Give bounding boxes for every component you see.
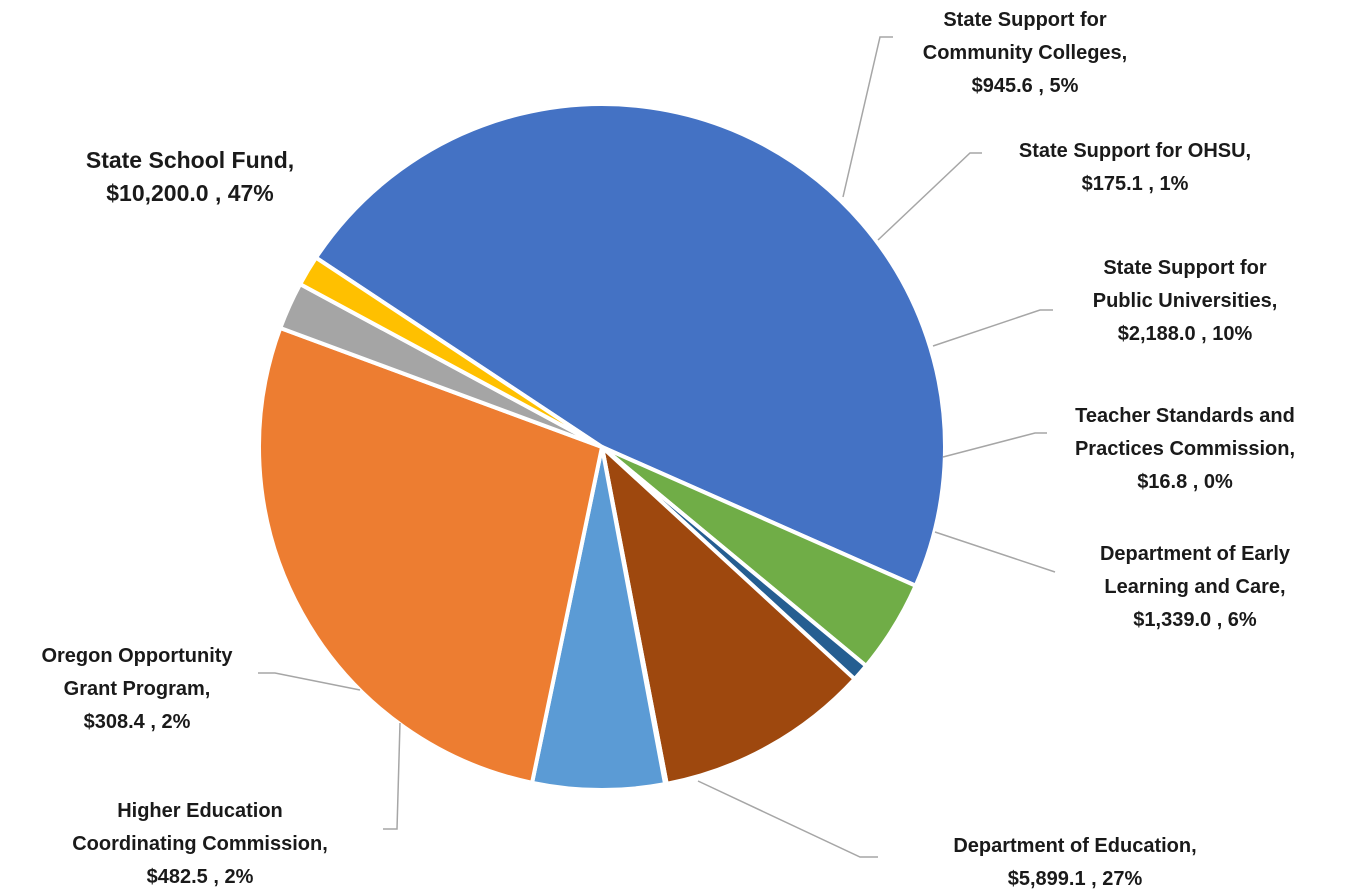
- data-label-line: Community Colleges,: [923, 42, 1127, 64]
- data-labels: State School Fund, $10,200.0 , 47%State S…: [41, 9, 1295, 890]
- data-label-line: State Support for OHSU,: [1019, 140, 1251, 162]
- data-label-line: $175.1 , 1%: [1082, 173, 1189, 195]
- data-label-state-school-fund: State School Fund, $10,200.0 , 47%: [86, 147, 294, 206]
- data-label-line: $16.8 , 0%: [1137, 471, 1233, 493]
- leader-line-department-of-education: [697, 780, 878, 858]
- data-label-line: $482.5 , 2%: [147, 866, 254, 888]
- leader-line-higher-education-coordinating-commission: [383, 722, 401, 830]
- leader-line-state-support-for-ohsu: [877, 152, 982, 241]
- data-label-state-support-for-public-universities: State Support for Public Universities, $2,…: [1093, 257, 1278, 345]
- data-label-line: Grant Program,: [64, 678, 211, 700]
- data-label-state-support-for-community-colleges: State Support for Community Colleges, $945…: [923, 9, 1127, 97]
- data-label-line: $945.6 , 5%: [972, 75, 1079, 97]
- data-label-line: $308.4 , 2%: [84, 711, 191, 733]
- data-label-line: Public Universities,: [1093, 290, 1278, 312]
- data-label-department-of-early-learning-and-care: Department of Early Learning and Care, $1,…: [1100, 543, 1291, 631]
- data-label-teacher-standards-and-practices-commission: Teacher Standards and Practices Commissio…: [1075, 405, 1295, 493]
- pie-slice-state-support-for-public-universities: [600, 445, 857, 786]
- data-label-department-of-education: Department of Education, $5,899.1 , 27%: [953, 835, 1196, 890]
- data-label-line: Learning and Care,: [1104, 576, 1285, 598]
- pie-slice-department-of-education: [256, 326, 604, 785]
- pie-slice-state-school-fund: [313, 102, 947, 588]
- leader-line-state-support-for-community-colleges: [842, 36, 893, 198]
- data-label-line: Department of Education,: [953, 835, 1196, 857]
- leader-lines: [258, 36, 1056, 858]
- leader-line-oregon-opportunity-grant-program: [258, 672, 361, 691]
- leader-line-department-of-early-learning-and-care: [934, 531, 1056, 573]
- data-label-line: Higher Education: [117, 800, 283, 822]
- data-label-line: Practices Commission,: [1075, 438, 1295, 460]
- pie-slice-department-of-early-learning-and-care: [530, 445, 668, 792]
- data-label-line: State Support for: [1103, 257, 1267, 279]
- pie-slice-oregon-opportunity-grant-program: [298, 255, 604, 449]
- data-label-line: State School Fund,: [86, 147, 294, 173]
- data-label-line: Coordinating Commission,: [72, 833, 328, 855]
- data-label-oregon-opportunity-grant-program: Oregon Opportunity Grant Program, $308.4 ,…: [41, 645, 233, 733]
- data-label-line: $2,188.0 , 10%: [1118, 323, 1253, 345]
- pie-slices: [256, 102, 947, 792]
- data-label-line: Oregon Opportunity: [41, 645, 233, 667]
- data-label-state-support-for-ohsu: State Support for OHSU, $175.1 , 1%: [1019, 140, 1251, 195]
- data-label-line: $1,339.0 , 6%: [1133, 609, 1257, 631]
- data-label-line: Teacher Standards and: [1075, 405, 1295, 427]
- data-label-line: $10,200.0 , 47%: [106, 180, 274, 206]
- data-label-higher-education-coordinating-commission: Higher Education Coordinating Commission,…: [72, 800, 328, 888]
- data-label-line: $5,899.1 , 27%: [1008, 868, 1143, 890]
- leader-line-teacher-standards-and-practices-commission: [942, 432, 1047, 458]
- leader-line-state-support-for-public-universities: [932, 309, 1053, 347]
- data-label-line: Department of Early: [1100, 543, 1291, 565]
- data-label-line: State Support for: [943, 9, 1107, 31]
